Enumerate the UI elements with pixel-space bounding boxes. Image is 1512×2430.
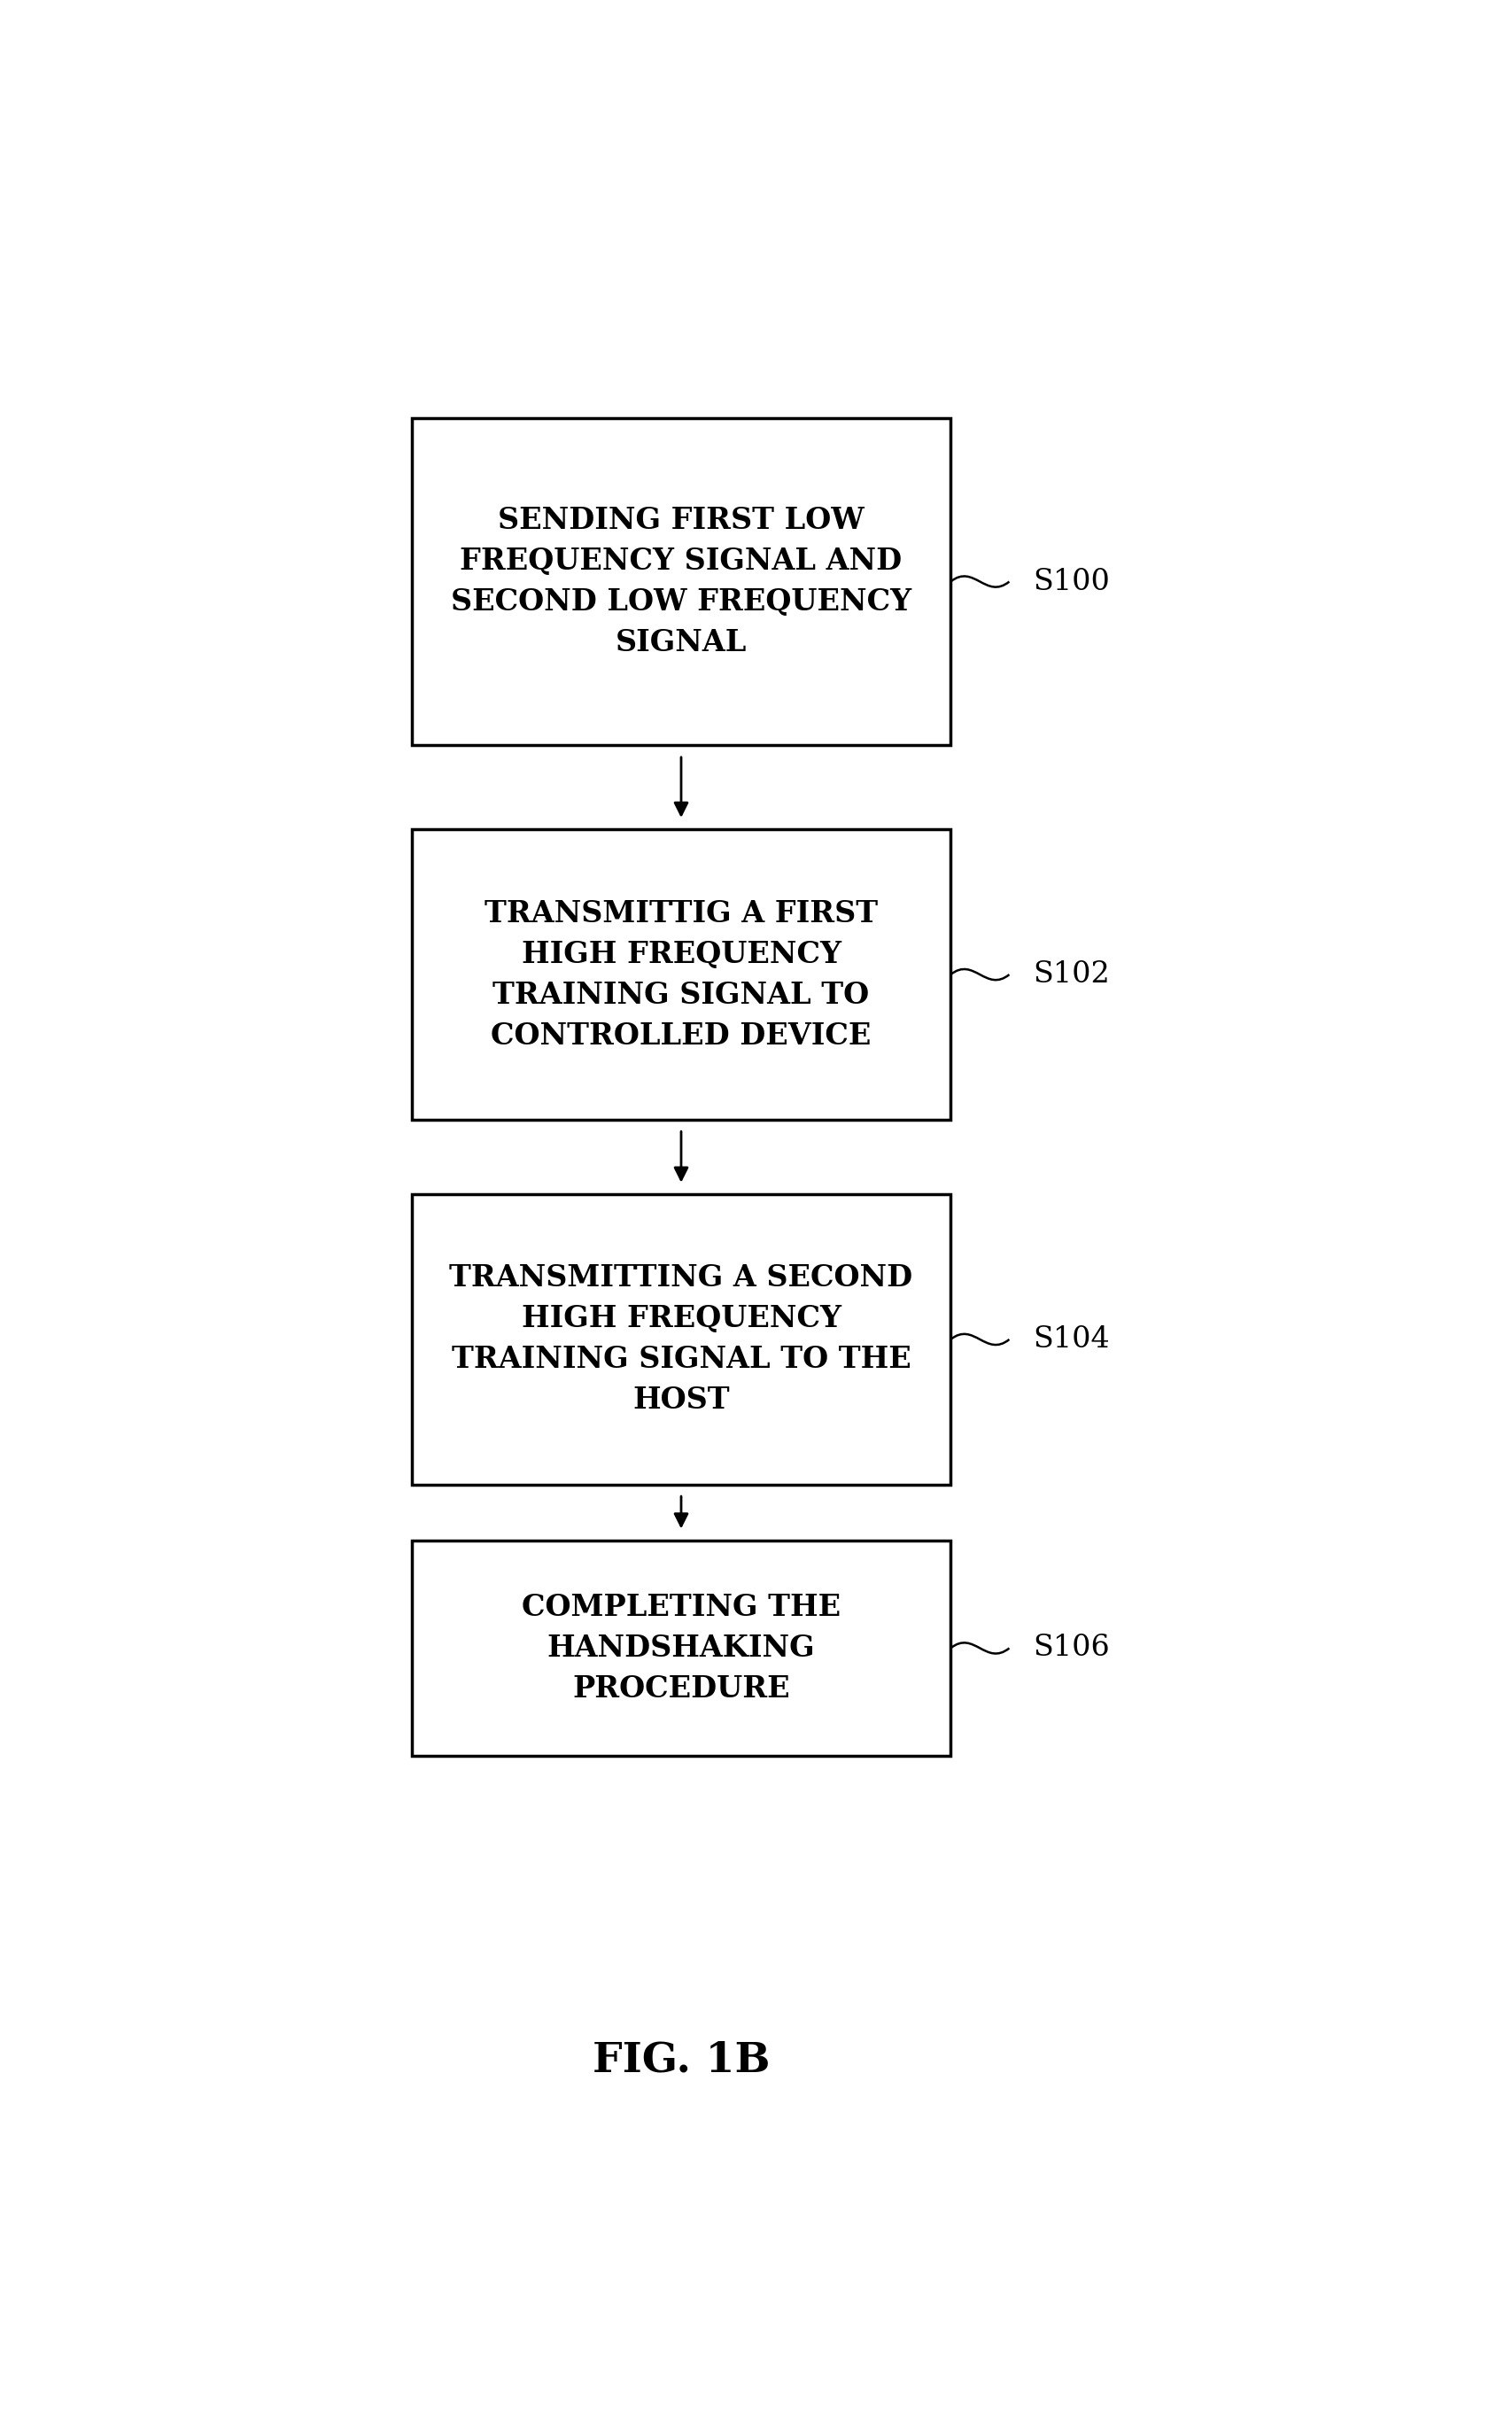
Text: S104: S104: [1033, 1324, 1110, 1354]
Bar: [411, 829, 951, 1120]
Text: S102: S102: [1033, 960, 1110, 989]
Bar: [411, 1196, 951, 1485]
Text: COMPLETING THE
HANDSHAKING
PROCEDURE: COMPLETING THE HANDSHAKING PROCEDURE: [522, 1592, 841, 1703]
Text: TRANSMITTING A SECOND
HIGH FREQUENCY
TRAINING SIGNAL TO THE
HOST: TRANSMITTING A SECOND HIGH FREQUENCY TRA…: [449, 1264, 913, 1414]
Text: S106: S106: [1033, 1633, 1110, 1662]
Text: S100: S100: [1033, 569, 1110, 595]
Bar: [411, 1541, 951, 1757]
Text: SENDING FIRST LOW
FREQUENCY SIGNAL AND
SECOND LOW FREQUENCY
SIGNAL: SENDING FIRST LOW FREQUENCY SIGNAL AND S…: [451, 505, 912, 659]
Bar: [411, 418, 951, 746]
Text: FIG. 1B: FIG. 1B: [593, 2039, 770, 2080]
Text: TRANSMITTIG A FIRST
HIGH FREQUENCY
TRAINING SIGNAL TO
CONTROLLED DEVICE: TRANSMITTIG A FIRST HIGH FREQUENCY TRAIN…: [484, 899, 878, 1050]
